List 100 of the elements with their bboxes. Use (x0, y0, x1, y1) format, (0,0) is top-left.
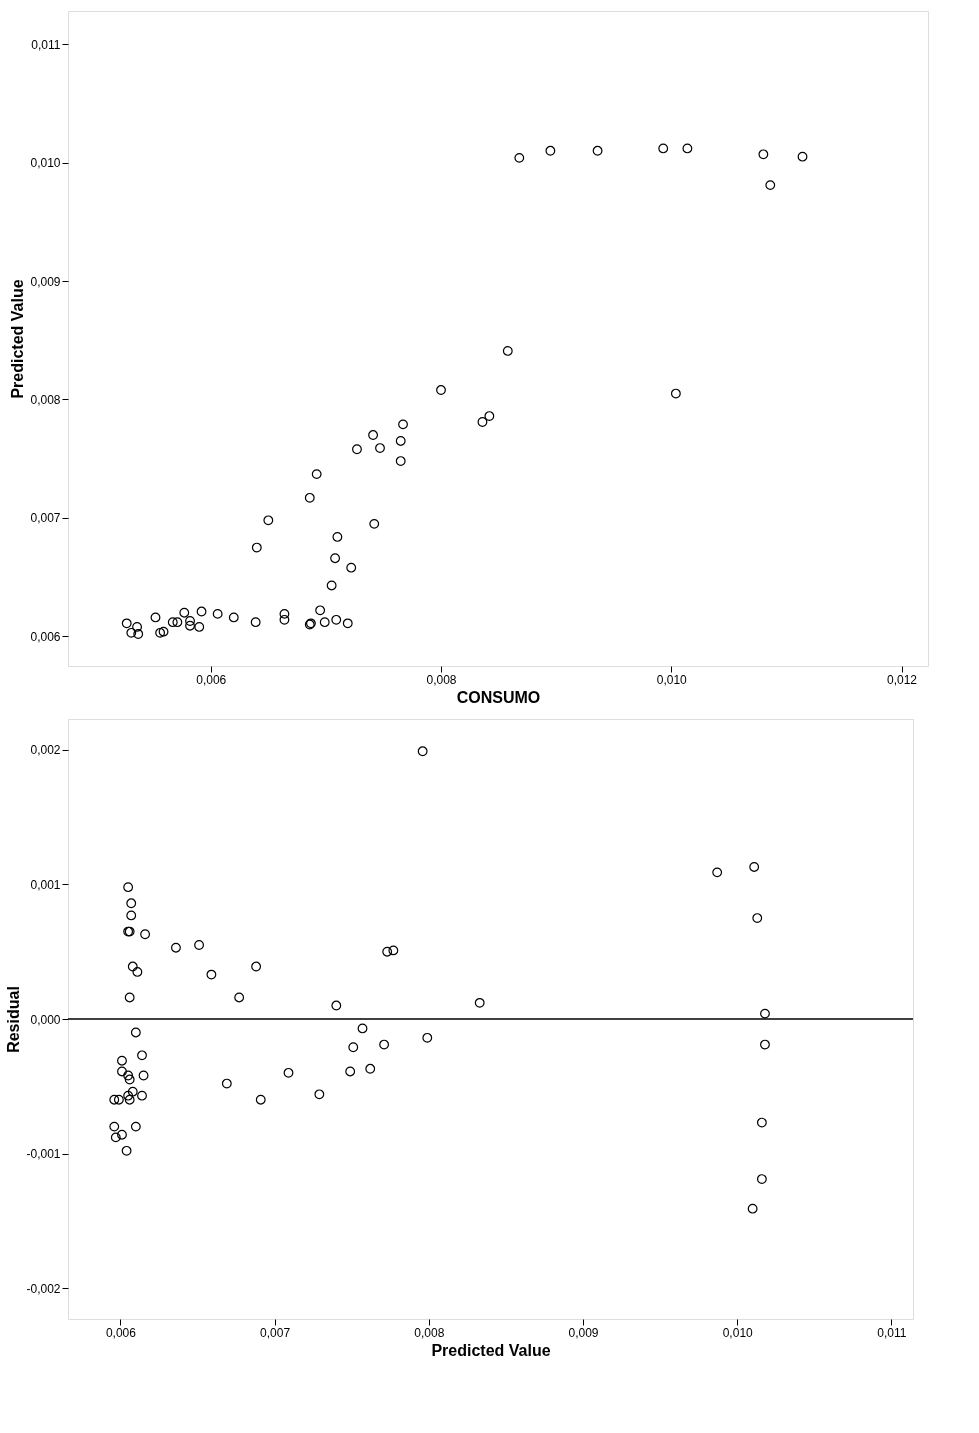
point (126, 910, 137, 921)
point (123, 1070, 134, 1081)
point (484, 411, 495, 421)
point (319, 617, 330, 628)
point (137, 1090, 147, 1101)
point (132, 966, 143, 977)
point (422, 1032, 433, 1043)
point (121, 1145, 132, 1156)
x-tick-label: 0,010 (656, 672, 688, 687)
point (712, 867, 723, 878)
point (375, 443, 385, 453)
point (514, 152, 525, 163)
point (124, 1074, 135, 1085)
point (658, 143, 669, 154)
y-tick-label: 0,008 (30, 393, 61, 407)
point (110, 1132, 121, 1143)
point (760, 1008, 770, 1019)
point (279, 608, 290, 619)
point (130, 1027, 141, 1038)
point (123, 882, 134, 893)
point (137, 1050, 147, 1061)
point (123, 1090, 134, 1101)
point (357, 1023, 368, 1034)
point (797, 151, 808, 162)
point (130, 1121, 141, 1132)
point (126, 627, 137, 638)
x-tick-label: 0,008 (426, 672, 457, 687)
point (117, 1055, 127, 1066)
point (758, 149, 769, 160)
x-tick-label: 0,008 (414, 1325, 445, 1340)
point (263, 515, 274, 526)
point (124, 1094, 135, 1105)
point (314, 1089, 325, 1100)
point (121, 618, 132, 629)
point (127, 1086, 138, 1097)
point (436, 385, 446, 395)
point (133, 629, 144, 639)
point (326, 580, 337, 591)
point (682, 143, 693, 154)
point (332, 531, 343, 542)
point (346, 562, 357, 573)
point (221, 1078, 232, 1089)
point (545, 145, 556, 156)
x-tick-label: 0,009 (568, 1325, 599, 1340)
y-tick-label: -0,001 (26, 1147, 61, 1162)
point (345, 1066, 356, 1077)
y-tick-label: 0,011 (31, 37, 61, 52)
point (331, 614, 342, 625)
point (117, 1129, 127, 1140)
point (185, 616, 195, 626)
y-tick-label: 0,009 (30, 274, 61, 289)
point (185, 620, 195, 631)
point (109, 1094, 120, 1105)
y-axis-title: Residual (5, 986, 23, 1053)
point (330, 553, 341, 564)
point (132, 621, 143, 632)
point (304, 492, 315, 503)
point (379, 1039, 390, 1050)
point (251, 961, 262, 972)
point (752, 913, 763, 924)
point (368, 430, 379, 440)
y-axis-title: Predicted Value (9, 279, 27, 399)
point (331, 1000, 342, 1011)
y-tick-label: 0,000 (30, 1012, 61, 1027)
y-tick-label: 0,007 (30, 511, 61, 526)
point (502, 346, 513, 356)
point (417, 746, 428, 757)
point (179, 607, 190, 618)
point (228, 612, 239, 623)
point (670, 388, 681, 399)
x-tick-label: 0,012 (887, 672, 918, 687)
x-axis-title: Predicted Value (431, 1341, 551, 1359)
point (124, 992, 135, 1003)
y-tick-label: 0,006 (30, 629, 61, 644)
point (315, 605, 326, 616)
point (348, 1042, 359, 1053)
point (196, 606, 207, 617)
point (234, 992, 245, 1003)
point (760, 1039, 770, 1050)
point (756, 1117, 767, 1128)
point (474, 997, 485, 1008)
point (388, 945, 399, 956)
point (126, 898, 137, 909)
point (369, 518, 380, 529)
x-tick-label: 0,006 (105, 1325, 137, 1340)
point (765, 180, 776, 191)
x-tick-label: 0,011 (877, 1325, 907, 1340)
point (138, 1070, 149, 1081)
point (279, 614, 290, 625)
point (251, 542, 262, 553)
y-tick-label: 0,010 (30, 156, 61, 171)
point (172, 617, 183, 628)
point (167, 617, 178, 628)
point (592, 145, 603, 156)
point (255, 1094, 266, 1105)
point (150, 612, 161, 623)
point (250, 617, 261, 628)
point (127, 961, 138, 972)
point (171, 942, 181, 953)
point (117, 1066, 127, 1077)
